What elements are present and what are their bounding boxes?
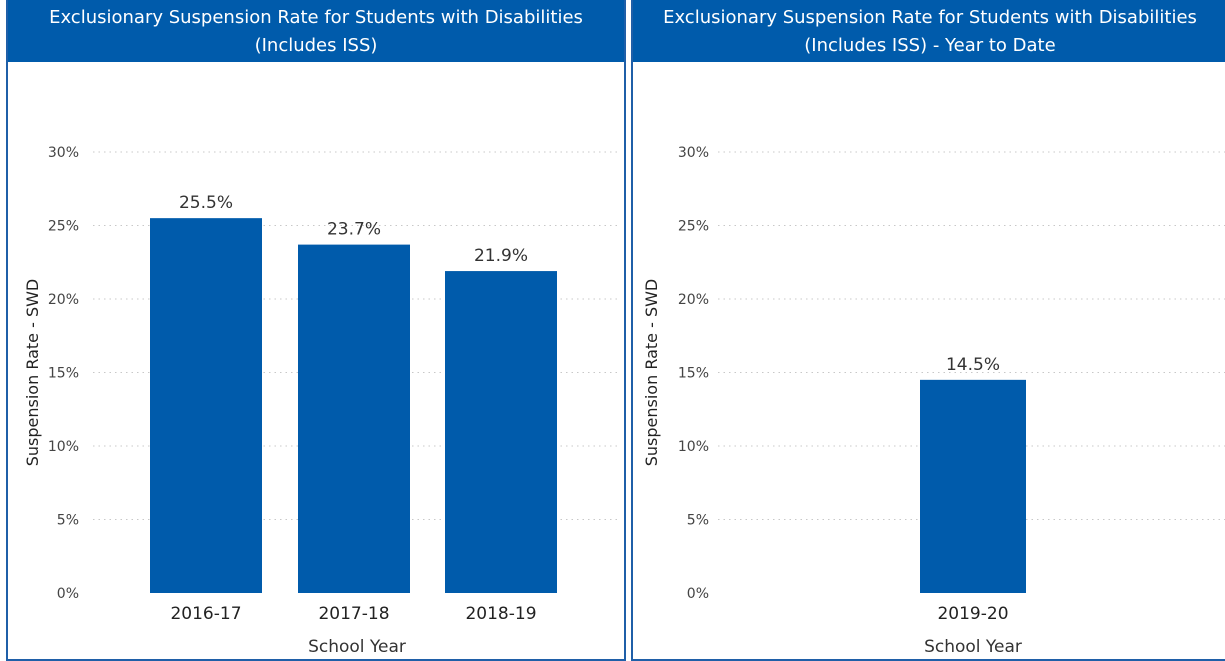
y-axis-title: Suspension Rate - SWD bbox=[23, 279, 42, 467]
y-tick-label: 5% bbox=[57, 513, 79, 529]
bar bbox=[445, 271, 557, 593]
chart-title-line2: (Includes ISS) - Year to Date bbox=[804, 35, 1056, 56]
y-tick-label: 0% bbox=[687, 586, 709, 602]
y-axis-title: Suspension Rate - SWD bbox=[642, 279, 661, 467]
y-tick-label: 20% bbox=[48, 292, 79, 308]
x-tick-label: 2019-20 bbox=[937, 604, 1008, 624]
data-label: 21.9% bbox=[474, 246, 528, 266]
y-tick-label: 25% bbox=[678, 219, 709, 235]
y-tick-label: 30% bbox=[678, 145, 709, 161]
bar-chart: 0% 5% 10% 15% 20% 25% 30% 25.5% 2016-17 23.7% 2017… bbox=[23, 145, 620, 657]
chart-panel-right: Exclusionary Suspension Rate for Student… bbox=[631, 0, 1225, 661]
data-label: 25.5% bbox=[179, 193, 233, 213]
y-tick-label: 0% bbox=[57, 586, 79, 602]
chart-title-line2: (Includes ISS) bbox=[254, 35, 378, 56]
data-label: 14.5% bbox=[946, 355, 1000, 375]
y-tick-label: 15% bbox=[678, 366, 709, 382]
chart-title-line1: Exclusionary Suspension Rate for Student… bbox=[663, 7, 1197, 28]
x-tick-label: 2016-17 bbox=[170, 604, 241, 624]
x-axis-title: School Year bbox=[924, 637, 1022, 657]
chart-header: Exclusionary Suspension Rate for Student… bbox=[8, 0, 624, 62]
y-tick-label: 30% bbox=[48, 145, 79, 161]
bar bbox=[920, 379, 1026, 593]
y-tick-label: 20% bbox=[678, 292, 709, 308]
bar-chart: 0% 5% 10% 15% 20% 25% 30% 14.5% 2019-20 School Ye… bbox=[642, 145, 1225, 657]
data-label: 23.7% bbox=[327, 220, 381, 240]
x-tick-label: 2017-18 bbox=[318, 604, 389, 624]
chart-panel-left: Exclusionary Suspension Rate for Student… bbox=[6, 0, 626, 661]
y-tick-label: 15% bbox=[48, 366, 79, 382]
chart-header: Exclusionary Suspension Rate for Student… bbox=[633, 0, 1225, 62]
chart-title-line1: Exclusionary Suspension Rate for Student… bbox=[49, 7, 583, 28]
x-tick-label: 2018-19 bbox=[465, 604, 536, 624]
x-axis-title: School Year bbox=[308, 637, 406, 657]
y-tick-label: 5% bbox=[687, 513, 709, 529]
y-tick-label: 25% bbox=[48, 219, 79, 235]
bar bbox=[150, 218, 262, 593]
y-tick-label: 10% bbox=[678, 439, 709, 455]
bar bbox=[298, 244, 410, 594]
y-tick-label: 10% bbox=[48, 439, 79, 455]
